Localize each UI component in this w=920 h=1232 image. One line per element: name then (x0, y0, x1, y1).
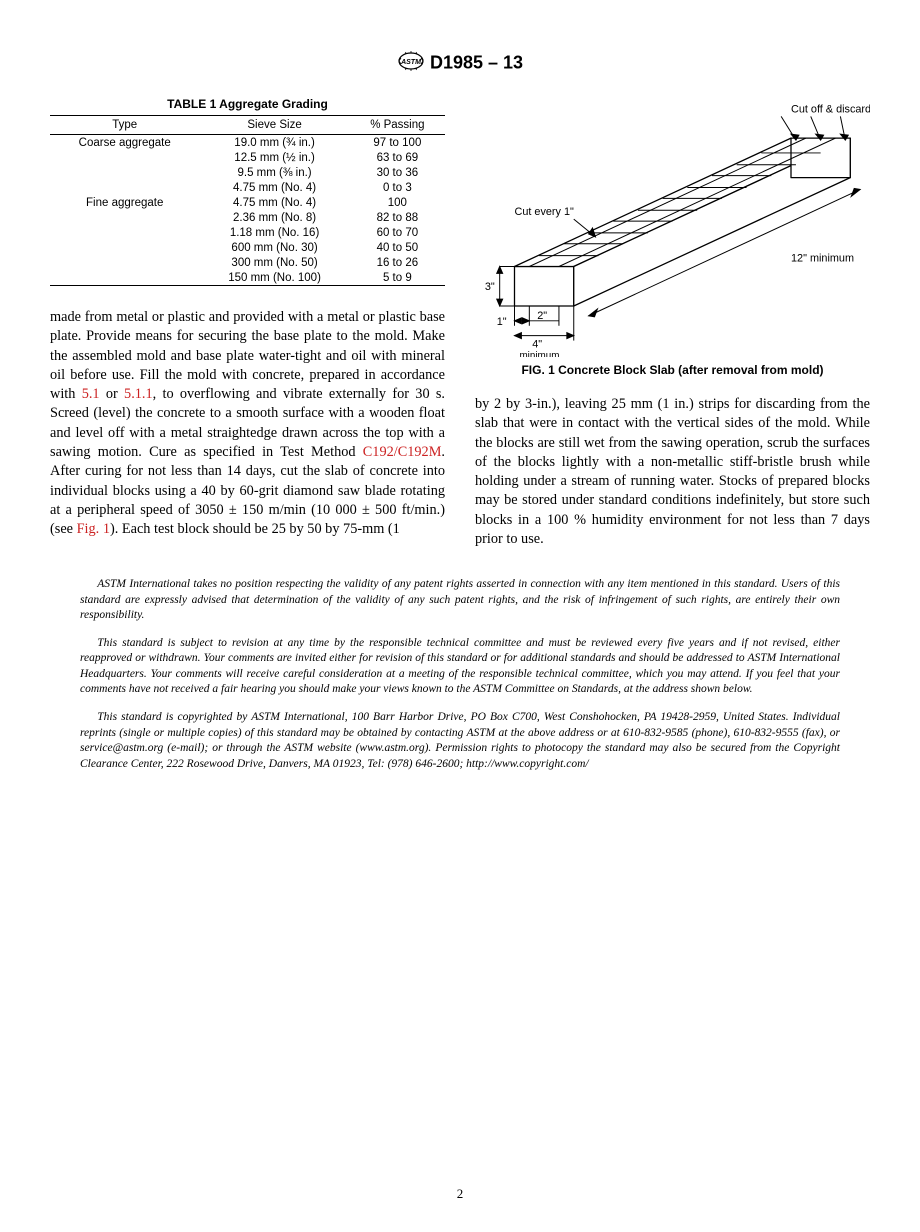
document-header: ASTM D1985 – 13 (50, 50, 870, 77)
label-end-2: 2" (537, 310, 547, 322)
label-end-1: 1" (497, 316, 507, 328)
cross-reference: 5.1.1 (124, 386, 153, 402)
table-title: TABLE 1 Aggregate Grading (50, 97, 445, 111)
left-column: TABLE 1 Aggregate Grading Type Sieve Siz… (50, 97, 445, 549)
footer-notes: ASTM International takes no position res… (50, 577, 870, 772)
table-row: 1.18 mm (No. 16)60 to 70 (50, 225, 445, 240)
table-header: % Passing (350, 116, 445, 135)
cross-reference: 5.1 (82, 386, 100, 402)
two-column-layout: TABLE 1 Aggregate Grading Type Sieve Siz… (50, 97, 870, 549)
table-row: Coarse aggregate19.0 mm (¾ in.)97 to 100 (50, 135, 445, 151)
footer-paragraph: This standard is copyrighted by ASTM Int… (80, 710, 840, 772)
table-row: Fine aggregate4.75 mm (No. 4)100 (50, 195, 445, 210)
label-width: 4" (532, 338, 542, 350)
label-length: 12" minimum (791, 253, 854, 265)
body-paragraph-left: made from metal or plastic and provided … (50, 308, 445, 540)
designation: D1985 – 13 (430, 52, 523, 72)
svg-text:ASTM: ASTM (400, 59, 421, 66)
figure-caption: FIG. 1 Concrete Block Slab (after remova… (475, 363, 870, 377)
table-row: 2.36 mm (No. 8)82 to 88 (50, 210, 445, 225)
table-row: 600 mm (No. 30)40 to 50 (50, 240, 445, 255)
label-width-min: minimum (519, 350, 559, 357)
table-row: 12.5 mm (½ in.)63 to 69 (50, 150, 445, 165)
footer-paragraph: This standard is subject to revision at … (80, 636, 840, 698)
table-row: 4.75 mm (No. 4)0 to 3 (50, 180, 445, 195)
table-header: Sieve Size (199, 116, 349, 135)
label-height: 3" (485, 281, 495, 293)
table-header: Type (50, 116, 199, 135)
cross-reference: C192/C192M (363, 444, 442, 460)
table-row: 150 mm (No. 100)5 to 9 (50, 270, 445, 286)
table-row: 9.5 mm (⅜ in.)30 to 36 (50, 165, 445, 180)
table-row: 300 mm (No. 50)16 to 26 (50, 255, 445, 270)
label-cutoff: Cut off & discard (791, 103, 870, 115)
cross-reference: Fig. 1 (77, 521, 110, 537)
figure-1: Cut off & discard Cut every 1" 12" minim… (475, 97, 870, 357)
aggregate-grading-table: Type Sieve Size % Passing Coarse aggrega… (50, 115, 445, 286)
label-cut-every: Cut every 1" (515, 206, 575, 218)
body-paragraph-right: by 2 by 3-in.), leaving 25 mm (1 in.) st… (475, 395, 870, 549)
footer-paragraph: ASTM International takes no position res… (80, 577, 840, 624)
right-column: Cut off & discard Cut every 1" 12" minim… (475, 97, 870, 549)
page-number: 2 (0, 1186, 920, 1202)
page: ASTM D1985 – 13 TABLE 1 Aggregate Gradin… (0, 0, 920, 1232)
astm-logo-icon: ASTM (397, 50, 425, 77)
